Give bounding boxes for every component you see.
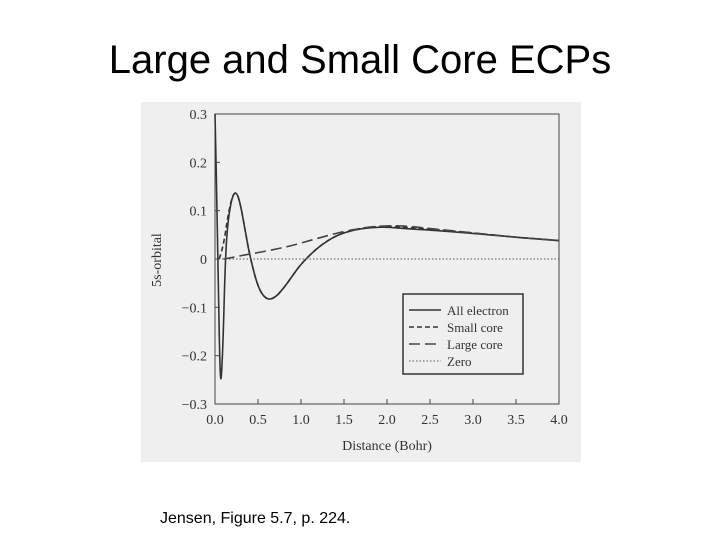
y-tick-label: −0.2: [182, 350, 207, 365]
x-tick-label: 3.0: [464, 413, 482, 428]
slide-title: Large and Small Core ECPs: [108, 38, 612, 82]
y-tick-label: 0.3: [190, 108, 208, 123]
y-tick-label: −0.1: [182, 301, 207, 316]
figure-scan: 0.0 0.5 1.0 1.5 2.0 2.5 3.0 3.5 4.0 0.3 0.2 0.1 0 −0.…: [141, 102, 581, 462]
series-line-large-core: [223, 225, 560, 260]
x-tick-label: 2.5: [421, 413, 439, 428]
figure-caption: Jensen, Figure 5.7, p. 224.: [160, 510, 351, 527]
series-line-small-core: [218, 192, 560, 300]
legend-entry: Zero: [447, 354, 472, 369]
x-axis-label: Distance (Bohr): [342, 439, 432, 454]
x-tick-label: 4.0: [550, 413, 568, 428]
series-line-all-electron: [214, 113, 560, 380]
y-tick-label: −0.3: [182, 398, 207, 413]
y-axis-label: 5s-orbital: [150, 233, 165, 287]
y-tick-label: 0: [200, 253, 207, 268]
legend-entry: Large core: [447, 337, 503, 352]
x-tick-label: 0.0: [206, 413, 224, 428]
legend: All electron Small core Large core Zero: [402, 293, 524, 375]
legend-entry: Small core: [447, 320, 503, 335]
x-tick-label: 0.5: [249, 413, 267, 428]
x-tick-label: 1.5: [335, 413, 353, 428]
x-tick-label: 2.0: [378, 413, 396, 428]
y-tick-label: 0.2: [190, 156, 208, 171]
legend-entry: All electron: [447, 303, 509, 318]
orbital-chart: 0.0 0.5 1.0 1.5 2.0 2.5 3.0 3.5 4.0 0.3 0.2 0.1 0 −0.…: [150, 108, 568, 454]
x-tick-label: 3.5: [507, 413, 525, 428]
y-tick-label: 0.1: [190, 205, 208, 220]
x-tick-label: 1.0: [292, 413, 310, 428]
